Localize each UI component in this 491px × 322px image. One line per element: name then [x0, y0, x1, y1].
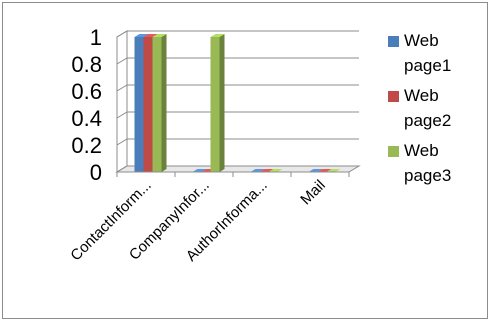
legend-label-series-1-line-2: page1: [404, 56, 452, 75]
bar-1-4-top: [308, 169, 323, 172]
gridline: [116, 57, 359, 65]
bar-3-1-top: [152, 34, 167, 37]
legend-swatch-series-3: [388, 146, 399, 157]
x-tick-label: Mail: [297, 177, 328, 208]
y-tick-label: 1: [90, 25, 102, 50]
legend-swatch-series-2: [388, 91, 399, 102]
bar-2-3-top: [259, 169, 274, 172]
y-tick-label: 0.2: [71, 133, 102, 158]
bar-3-2-side: [219, 34, 225, 172]
bar-1-1: [134, 37, 144, 172]
bar-3-2-top: [210, 34, 225, 37]
legend-label-series-3-line-2: page3: [404, 166, 452, 185]
y-tick-label: 0.8: [71, 52, 102, 77]
bar-3-1-side: [161, 34, 167, 172]
bar-2-1: [143, 37, 153, 172]
gridline: [116, 84, 359, 92]
y-tick-label: 0: [90, 160, 102, 185]
y-tick-label: 0.4: [71, 106, 102, 131]
bar-2-4-top: [317, 169, 332, 172]
bar-3-2: [210, 37, 220, 172]
y-tick-label: 0.6: [71, 79, 102, 104]
gridline: [116, 165, 359, 173]
gridline: [116, 111, 359, 119]
legend-label-series-2-line-2: page2: [404, 111, 452, 130]
bar-1-3-top: [250, 169, 265, 172]
gridline: [116, 30, 359, 38]
legend-label-series-3-line-1: Web: [404, 141, 439, 160]
chart-plot: 00.20.40.60.81ContactInform...CompanyInf…: [67, 25, 361, 265]
side-wall: [116, 30, 128, 173]
bar-3-1: [152, 37, 162, 172]
bar-2-1-top: [143, 34, 158, 37]
legend-label-series-1-line-1: Web: [404, 31, 439, 50]
bar-3-3-top: [268, 169, 283, 172]
gridline: [116, 138, 359, 146]
legend-swatch-series-1: [388, 36, 399, 47]
bar-3-4-top: [326, 169, 341, 172]
chart-frame: 0 0.2 0.4 0.6 0.8 1 ContactInform... CompanyInf…: [2, 2, 488, 319]
bar-1-1-top: [134, 34, 149, 37]
bar-1-2-top: [192, 169, 207, 172]
legend-label-series-2-line-1: Web: [404, 86, 439, 105]
